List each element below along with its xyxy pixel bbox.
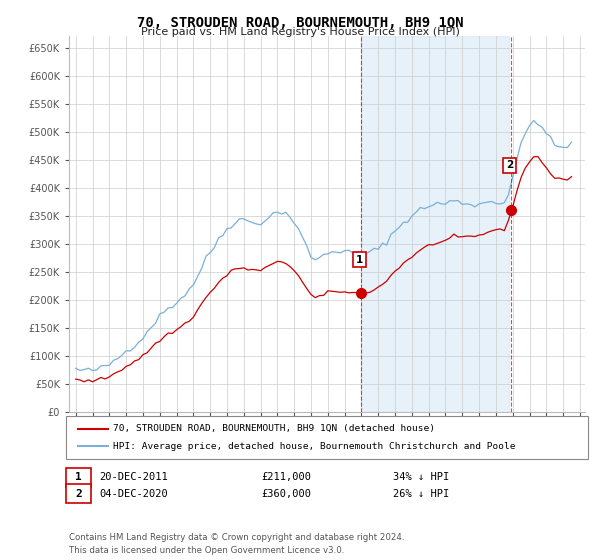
Text: Price paid vs. HM Land Registry's House Price Index (HPI): Price paid vs. HM Land Registry's House … bbox=[140, 27, 460, 37]
Text: 04-DEC-2020: 04-DEC-2020 bbox=[99, 489, 168, 499]
Text: 1: 1 bbox=[75, 472, 82, 482]
Text: 70, STROUDEN ROAD, BOURNEMOUTH, BH9 1QN: 70, STROUDEN ROAD, BOURNEMOUTH, BH9 1QN bbox=[137, 16, 463, 30]
Text: 70, STROUDEN ROAD, BOURNEMOUTH, BH9 1QN (detached house): 70, STROUDEN ROAD, BOURNEMOUTH, BH9 1QN … bbox=[113, 424, 435, 433]
Text: £211,000: £211,000 bbox=[261, 472, 311, 482]
Text: 20-DEC-2011: 20-DEC-2011 bbox=[99, 472, 168, 482]
Text: Contains HM Land Registry data © Crown copyright and database right 2024.
This d: Contains HM Land Registry data © Crown c… bbox=[69, 533, 404, 554]
Text: HPI: Average price, detached house, Bournemouth Christchurch and Poole: HPI: Average price, detached house, Bour… bbox=[113, 442, 515, 451]
Text: 2: 2 bbox=[506, 160, 514, 170]
Text: 1: 1 bbox=[356, 255, 363, 265]
Text: £360,000: £360,000 bbox=[261, 489, 311, 499]
Text: 34% ↓ HPI: 34% ↓ HPI bbox=[393, 472, 449, 482]
Text: 2: 2 bbox=[75, 489, 82, 499]
Text: 26% ↓ HPI: 26% ↓ HPI bbox=[393, 489, 449, 499]
